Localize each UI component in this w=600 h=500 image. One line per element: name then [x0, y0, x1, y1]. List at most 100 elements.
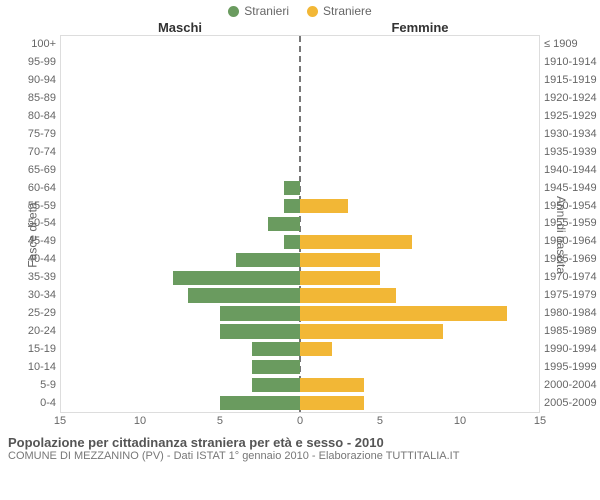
pyramid-row: 65-691940-1944: [61, 161, 539, 179]
bar-male: [236, 253, 300, 267]
pyramid-row: 75-791930-1934: [61, 126, 539, 144]
age-label: 0-4: [40, 398, 56, 409]
bar-female: [300, 324, 443, 338]
x-tick: 5: [217, 415, 223, 427]
legend-female-dot: [307, 6, 318, 17]
legend-male-label: Stranieri: [244, 4, 289, 18]
pyramid-row: 10-141995-1999: [61, 358, 539, 376]
chart-subtitle: COMUNE DI MEZZANINO (PV) - Dati ISTAT 1°…: [0, 450, 600, 462]
age-label: 40-44: [28, 254, 56, 265]
age-label: 15-19: [28, 344, 56, 355]
age-label: 35-39: [28, 272, 56, 283]
birth-year-label: 1980-1984: [544, 308, 597, 319]
pyramid-row: 35-391970-1974: [61, 269, 539, 287]
legend-female: Straniere: [307, 4, 372, 18]
bar-male: [252, 378, 300, 392]
bar-male: [220, 306, 300, 320]
birth-year-label: 1925-1929: [544, 111, 597, 122]
side-headers: Maschi Femmine: [0, 20, 600, 35]
bar-female: [300, 342, 332, 356]
birth-year-label: 1960-1964: [544, 236, 597, 247]
legend-male-dot: [228, 6, 239, 17]
pyramid-row: 30-341975-1979: [61, 287, 539, 305]
birth-year-label: 1915-1919: [544, 75, 597, 86]
pyramid-row: 55-591950-1954: [61, 197, 539, 215]
age-label: 50-54: [28, 218, 56, 229]
bar-male: [284, 181, 300, 195]
legend-male: Stranieri: [228, 4, 289, 18]
x-tick: 10: [134, 415, 146, 427]
chart-area: Fasce di età Anni di nascita 100+≤ 19099…: [0, 35, 600, 435]
bar-female: [300, 253, 380, 267]
x-tick: 10: [454, 415, 466, 427]
age-label: 5-9: [40, 380, 56, 391]
age-label: 20-24: [28, 326, 56, 337]
birth-year-label: 1950-1954: [544, 201, 597, 212]
pyramid-row: 25-291980-1984: [61, 305, 539, 323]
pyramid-row: 100+≤ 1909: [61, 36, 539, 54]
bar-female: [300, 271, 380, 285]
age-label: 85-89: [28, 93, 56, 104]
birth-year-label: ≤ 1909: [544, 39, 578, 50]
x-axis-ticks: 15105051015: [60, 415, 540, 435]
x-tick: 5: [377, 415, 383, 427]
birth-year-label: 1990-1994: [544, 344, 597, 355]
x-tick: 15: [534, 415, 546, 427]
birth-year-label: 1940-1944: [544, 165, 597, 176]
birth-year-label: 1965-1969: [544, 254, 597, 265]
birth-year-label: 1920-1924: [544, 93, 597, 104]
x-tick: 15: [54, 415, 66, 427]
bar-female: [300, 396, 364, 410]
pyramid-row: 50-541955-1959: [61, 215, 539, 233]
pyramid-row: 0-42005-2009: [61, 394, 539, 412]
bar-male: [284, 199, 300, 213]
chart-title: Popolazione per cittadinanza straniera p…: [0, 435, 600, 450]
pyramid-row: 60-641945-1949: [61, 179, 539, 197]
plot-area: 100+≤ 190995-991910-191490-941915-191985…: [60, 35, 540, 413]
legend: Stranieri Straniere: [0, 0, 600, 18]
bar-male: [284, 235, 300, 249]
pyramid-row: 5-92000-2004: [61, 376, 539, 394]
birth-year-label: 1945-1949: [544, 183, 597, 194]
pyramid-row: 40-441965-1969: [61, 251, 539, 269]
bar-male: [252, 360, 300, 374]
pyramid-row: 80-841925-1929: [61, 108, 539, 126]
pyramid-row: 95-991910-1914: [61, 54, 539, 72]
birth-year-label: 2005-2009: [544, 398, 597, 409]
bar-female: [300, 235, 412, 249]
bar-female: [300, 199, 348, 213]
pyramid-row: 85-891920-1924: [61, 90, 539, 108]
bar-male: [220, 324, 300, 338]
age-label: 65-69: [28, 165, 56, 176]
birth-year-label: 1910-1914: [544, 57, 597, 68]
bar-female: [300, 378, 364, 392]
header-female: Femmine: [300, 20, 600, 35]
bar-male: [268, 217, 300, 231]
pyramid-row: 15-191990-1994: [61, 340, 539, 358]
bar-female: [300, 306, 507, 320]
pyramid-row: 45-491960-1964: [61, 233, 539, 251]
age-label: 90-94: [28, 75, 56, 86]
age-label: 30-34: [28, 290, 56, 301]
age-label: 100+: [31, 39, 56, 50]
age-label: 10-14: [28, 362, 56, 373]
birth-year-label: 1935-1939: [544, 147, 597, 158]
age-label: 45-49: [28, 236, 56, 247]
bar-male: [188, 288, 300, 302]
birth-year-label: 1955-1959: [544, 218, 597, 229]
pyramid-row: 70-741935-1939: [61, 143, 539, 161]
bar-male: [173, 271, 300, 285]
birth-year-label: 1970-1974: [544, 272, 597, 283]
age-label: 75-79: [28, 129, 56, 140]
age-label: 55-59: [28, 201, 56, 212]
birth-year-label: 1975-1979: [544, 290, 597, 301]
birth-year-label: 1985-1989: [544, 326, 597, 337]
age-label: 95-99: [28, 57, 56, 68]
header-male: Maschi: [0, 20, 300, 35]
birth-year-label: 1930-1934: [544, 129, 597, 140]
pyramid-row: 90-941915-1919: [61, 72, 539, 90]
age-label: 70-74: [28, 147, 56, 158]
x-tick: 0: [297, 415, 303, 427]
age-label: 60-64: [28, 183, 56, 194]
legend-female-label: Straniere: [323, 4, 372, 18]
